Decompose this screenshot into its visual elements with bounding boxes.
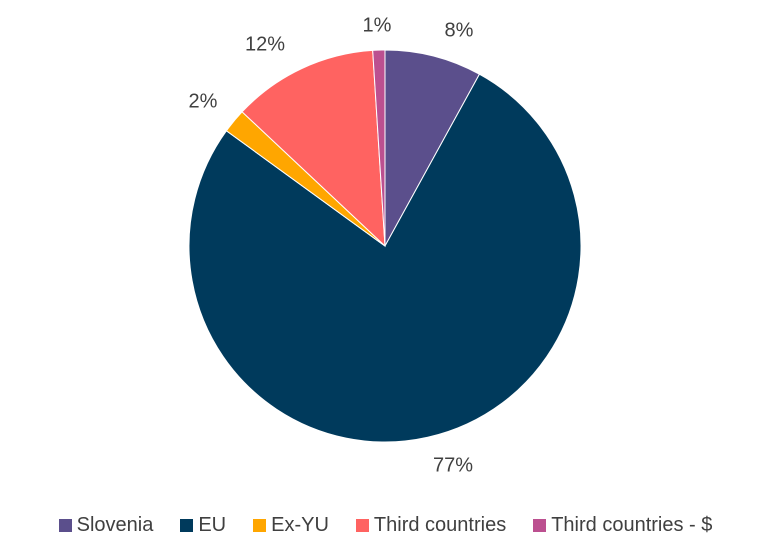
- legend-item: EU: [180, 514, 226, 537]
- legend-label: Third countries: [373, 513, 507, 536]
- pie-slice-slovenia: [384, 49, 481, 247]
- data-label: 8%: [445, 19, 474, 41]
- pie-slices: [188, 49, 582, 443]
- legend-label: Slovenia: [76, 513, 154, 536]
- legend-item: Slovenia: [58, 513, 154, 537]
- legend-item: Third countries - $: [533, 514, 712, 537]
- data-label: 12%: [245, 33, 285, 55]
- data-label: 77%: [433, 454, 473, 476]
- legend-label: Third countries - $: [551, 513, 713, 536]
- legend-swatch: [180, 518, 194, 532]
- legend: Slovenia EU Ex-YU Third countries Third coun…: [0, 512, 771, 538]
- legend-item: Ex-YU: [253, 514, 329, 537]
- data-label: 2%: [189, 90, 218, 112]
- pie-slice-third-countries: [241, 49, 386, 248]
- legend-label: EU: [198, 513, 227, 536]
- legend-label: Ex-YU: [271, 513, 329, 536]
- pie-labels: 8% 77% 2% 12% 1%: [189, 14, 474, 476]
- pie-slice-eu: [188, 73, 582, 443]
- legend-swatch: [533, 518, 547, 532]
- legend-swatch: [253, 518, 267, 532]
- pie-slice-third-countries: [372, 49, 386, 247]
- data-label: 1%: [363, 14, 392, 36]
- legend-item: Third countries: [355, 513, 507, 537]
- legend-swatch: [355, 518, 369, 532]
- legend-swatch: [58, 518, 72, 532]
- pie-chart: 8% 77% 2% 12% 1%: [188, 14, 582, 476]
